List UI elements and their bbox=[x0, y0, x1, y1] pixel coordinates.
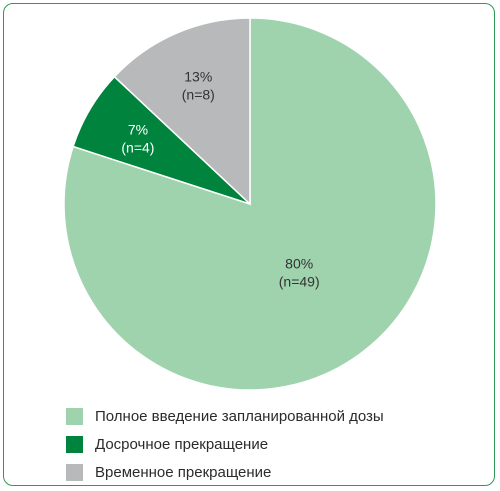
data-label-temporary-termination-percent: 13% bbox=[184, 69, 212, 85]
legend-item-early-termination: Досрочное прекращение bbox=[66, 430, 384, 458]
data-label-temporary-termination-count: (n=8) bbox=[182, 87, 215, 103]
legend-swatch-full-dose bbox=[66, 407, 83, 425]
data-label-full-dose-percent: 80% bbox=[285, 256, 313, 272]
legend-item-full-dose: Полное введение запланированной дозы bbox=[66, 402, 384, 430]
pie-slice-temporary-termination bbox=[113, 17, 251, 206]
legend-label-early-termination: Досрочное прекращение bbox=[95, 435, 269, 453]
data-label-full-dose-count: (n=49) bbox=[279, 274, 320, 290]
data-label-early-termination-percent: 7% bbox=[128, 122, 148, 138]
legend-item-temporary-termination: Временное прекращение bbox=[66, 458, 384, 486]
legend-label-temporary-termination: Временное прекращение bbox=[95, 463, 272, 481]
legend-label-full-dose: Полное введение запланированной дозы bbox=[95, 407, 384, 425]
legend-swatch-early-termination bbox=[66, 435, 83, 453]
legend-swatch-temporary-termination bbox=[66, 463, 83, 481]
data-label-early-termination-count: (n=4) bbox=[121, 140, 154, 156]
legend: Полное введение запланированной дозы Дос… bbox=[66, 402, 384, 486]
